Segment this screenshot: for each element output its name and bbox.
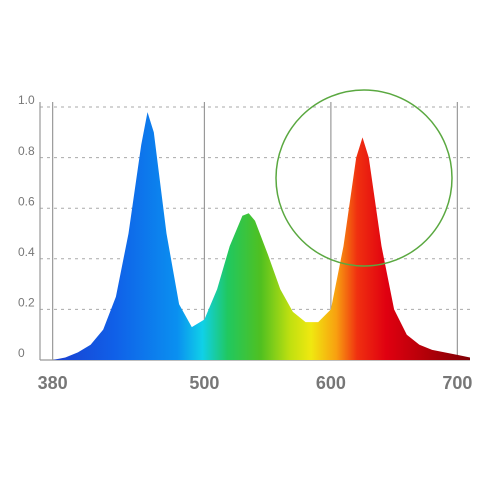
- y-tick-label: 0.4: [18, 245, 35, 259]
- spectrum-area: [52, 112, 470, 360]
- x-tick-label: 500: [189, 373, 219, 393]
- y-tick-label: 0: [18, 346, 25, 360]
- y-tick-label: 0.2: [18, 296, 35, 310]
- plot-area: 0 0.2 0.4 0.6 0.8 1.0 380 500 600 700: [18, 93, 472, 393]
- y-tick-label: 1.0: [18, 93, 35, 107]
- x-tick-label: 600: [316, 373, 346, 393]
- x-tick-label: 380: [38, 373, 68, 393]
- y-tick-label: 0.8: [18, 144, 35, 158]
- y-tick-label: 0.6: [18, 194, 35, 208]
- x-tick-label: 700: [442, 373, 472, 393]
- highlight-circle: [275, 89, 453, 267]
